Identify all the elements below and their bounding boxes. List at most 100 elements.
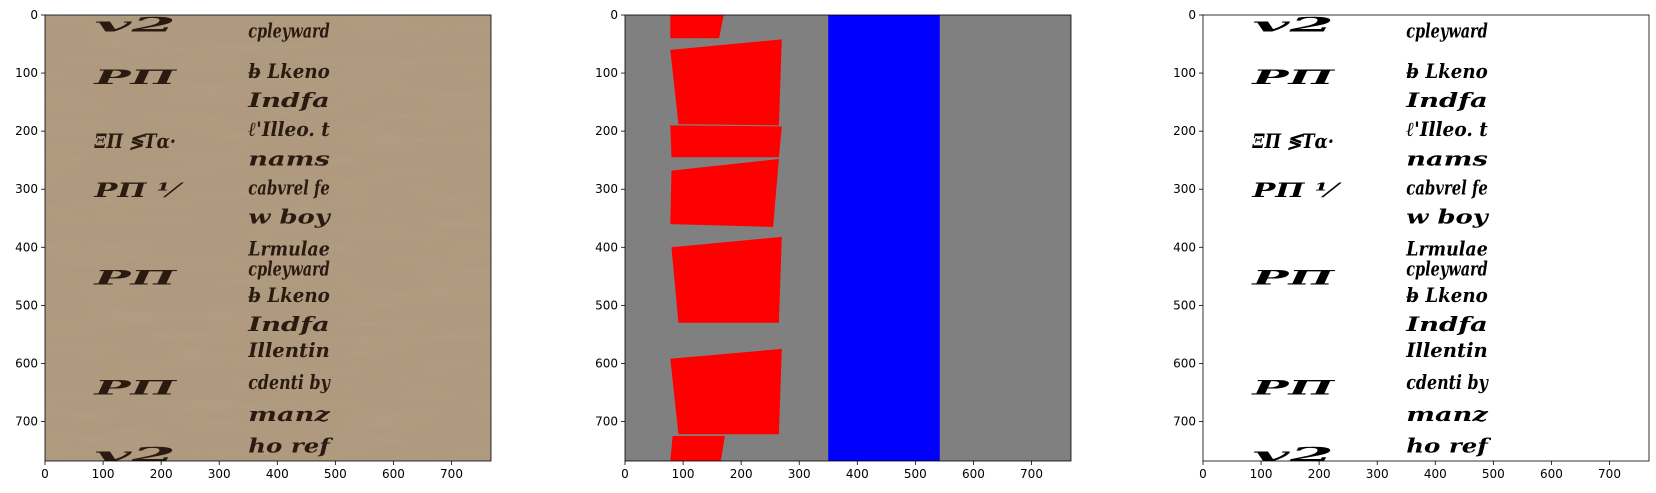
y-tick-label: 700 [15,415,38,429]
red-region [670,436,725,461]
binarized-line: Illentin [1405,338,1488,362]
red-region [670,125,782,158]
binarized-line: Indfa [1405,88,1488,112]
x-tick-label: 200 [730,467,753,481]
red-region [670,39,782,126]
handwritten-line: v2 [94,442,176,466]
binarized-line: cpleyward [1406,257,1488,281]
handwritten-line: Illentin [247,338,330,362]
handwritten-line: nams [248,146,330,170]
blue-region [828,15,940,461]
x-tick-label: 100 [92,467,115,481]
y-tick-label: 400 [1173,240,1196,254]
handwritten-line: Indfa [247,88,330,112]
x-tick-label: 0 [621,467,629,481]
binarized-line: ho ref [1406,434,1492,458]
y-tick-label: 500 [595,298,618,312]
x-tick-label: 600 [1540,467,1563,481]
binarized-line: manz [1406,402,1488,426]
x-tick-label: 500 [1482,467,1505,481]
handwritten-line: cpleyward [248,19,330,43]
x-tick-label: 300 [208,467,231,481]
binarized-line: PΠ [1250,376,1337,400]
y-tick-label: 300 [595,182,618,196]
x-tick-label: 200 [150,467,173,481]
binarized-line: PΠ ⅟ [1251,178,1343,202]
y-tick-label: 0 [610,8,618,22]
y-tick-label: 0 [30,8,38,22]
axes-frame [44,14,492,462]
y-tick-label: 100 [1173,66,1196,80]
image-background [1203,15,1649,461]
y-tick-label: 400 [595,240,618,254]
red-region [671,236,782,323]
axes-frame [1202,14,1650,462]
binarized-line: PΠ [1250,265,1337,289]
handwritten-line: ho ref [248,434,334,458]
handwritten-line: PΠ [92,65,179,89]
y-tick-label: 100 [15,66,38,80]
paper-stain-texture [45,15,491,461]
x-tick-label: 100 [672,467,695,481]
handwritten-line: Lrmulae [247,236,329,260]
x-tick-label: 400 [1424,467,1447,481]
handwritten-line: w boy [248,204,331,228]
y-tick-label: 700 [1173,415,1196,429]
x-tick-label: 0 [1199,467,1207,481]
binarized-line: v2 [1252,442,1334,466]
x-tick-label: 700 [1020,467,1043,481]
x-tick-label: 200 [1308,467,1331,481]
x-tick-label: 100 [1250,467,1273,481]
x-tick-label: 600 [382,467,405,481]
binarized-line: ℓ'Illeo. t [1406,117,1488,141]
x-tick-label: 700 [440,467,463,481]
x-tick-label: 500 [904,467,927,481]
binarized-line: b̶ Lkeno [1406,283,1488,307]
handwritten-line: Indfa [247,312,330,336]
binarized-line: w boy [1406,204,1489,228]
y-tick-label: 600 [1173,356,1196,370]
handwritten-line: v2 [94,13,176,37]
binarized-line: Indfa [1405,312,1488,336]
red-region [670,348,782,435]
x-tick-label: 300 [1366,467,1389,481]
handwritten-line: cdenti by [248,370,331,394]
y-tick-label: 200 [595,124,618,138]
binarized-line: Lrmulae [1405,236,1487,260]
segmentation-mask-image [625,15,1071,461]
handwritten-line: ℓ'Illeo. t [248,117,330,141]
y-tick-label: 200 [15,124,38,138]
y-tick-label: 100 [595,66,618,80]
y-tick-label: 600 [15,356,38,370]
x-tick-label: 700 [1598,467,1621,481]
y-tick-label: 200 [1173,124,1196,138]
x-tick-label: 400 [846,467,869,481]
y-tick-label: 400 [15,240,38,254]
handwritten-line: cabvrel fe [248,175,330,199]
y-tick-label: 500 [15,298,38,312]
binarized-line: cdenti by [1406,370,1489,394]
y-tick-label: 300 [1173,182,1196,196]
x-tick-label: 300 [788,467,811,481]
x-tick-label: 0 [41,467,49,481]
y-tick-label: 600 [595,356,618,370]
x-tick-label: 400 [266,467,289,481]
handwritten-line: PΠ [92,265,179,289]
binarized-line: nams [1406,146,1488,170]
handwritten-line: b̶ Lkeno [248,283,330,307]
handwritten-line: PΠ ⅟ [93,178,185,202]
axes-frame [624,14,1072,462]
red-region [670,159,779,227]
x-tick-label: 500 [324,467,347,481]
binarized-line: PΠ [1250,65,1337,89]
y-tick-label: 700 [595,415,618,429]
segmentation-mask-panel: 0 100 200 300 400 500 600 700 0 100 200 300 400 500 60… [595,8,1072,481]
binarized-line: cabvrel fe [1406,175,1488,199]
handwritten-line: manz [248,402,330,426]
binarized-line: ΞΠ ≶Τα· [1251,129,1333,153]
